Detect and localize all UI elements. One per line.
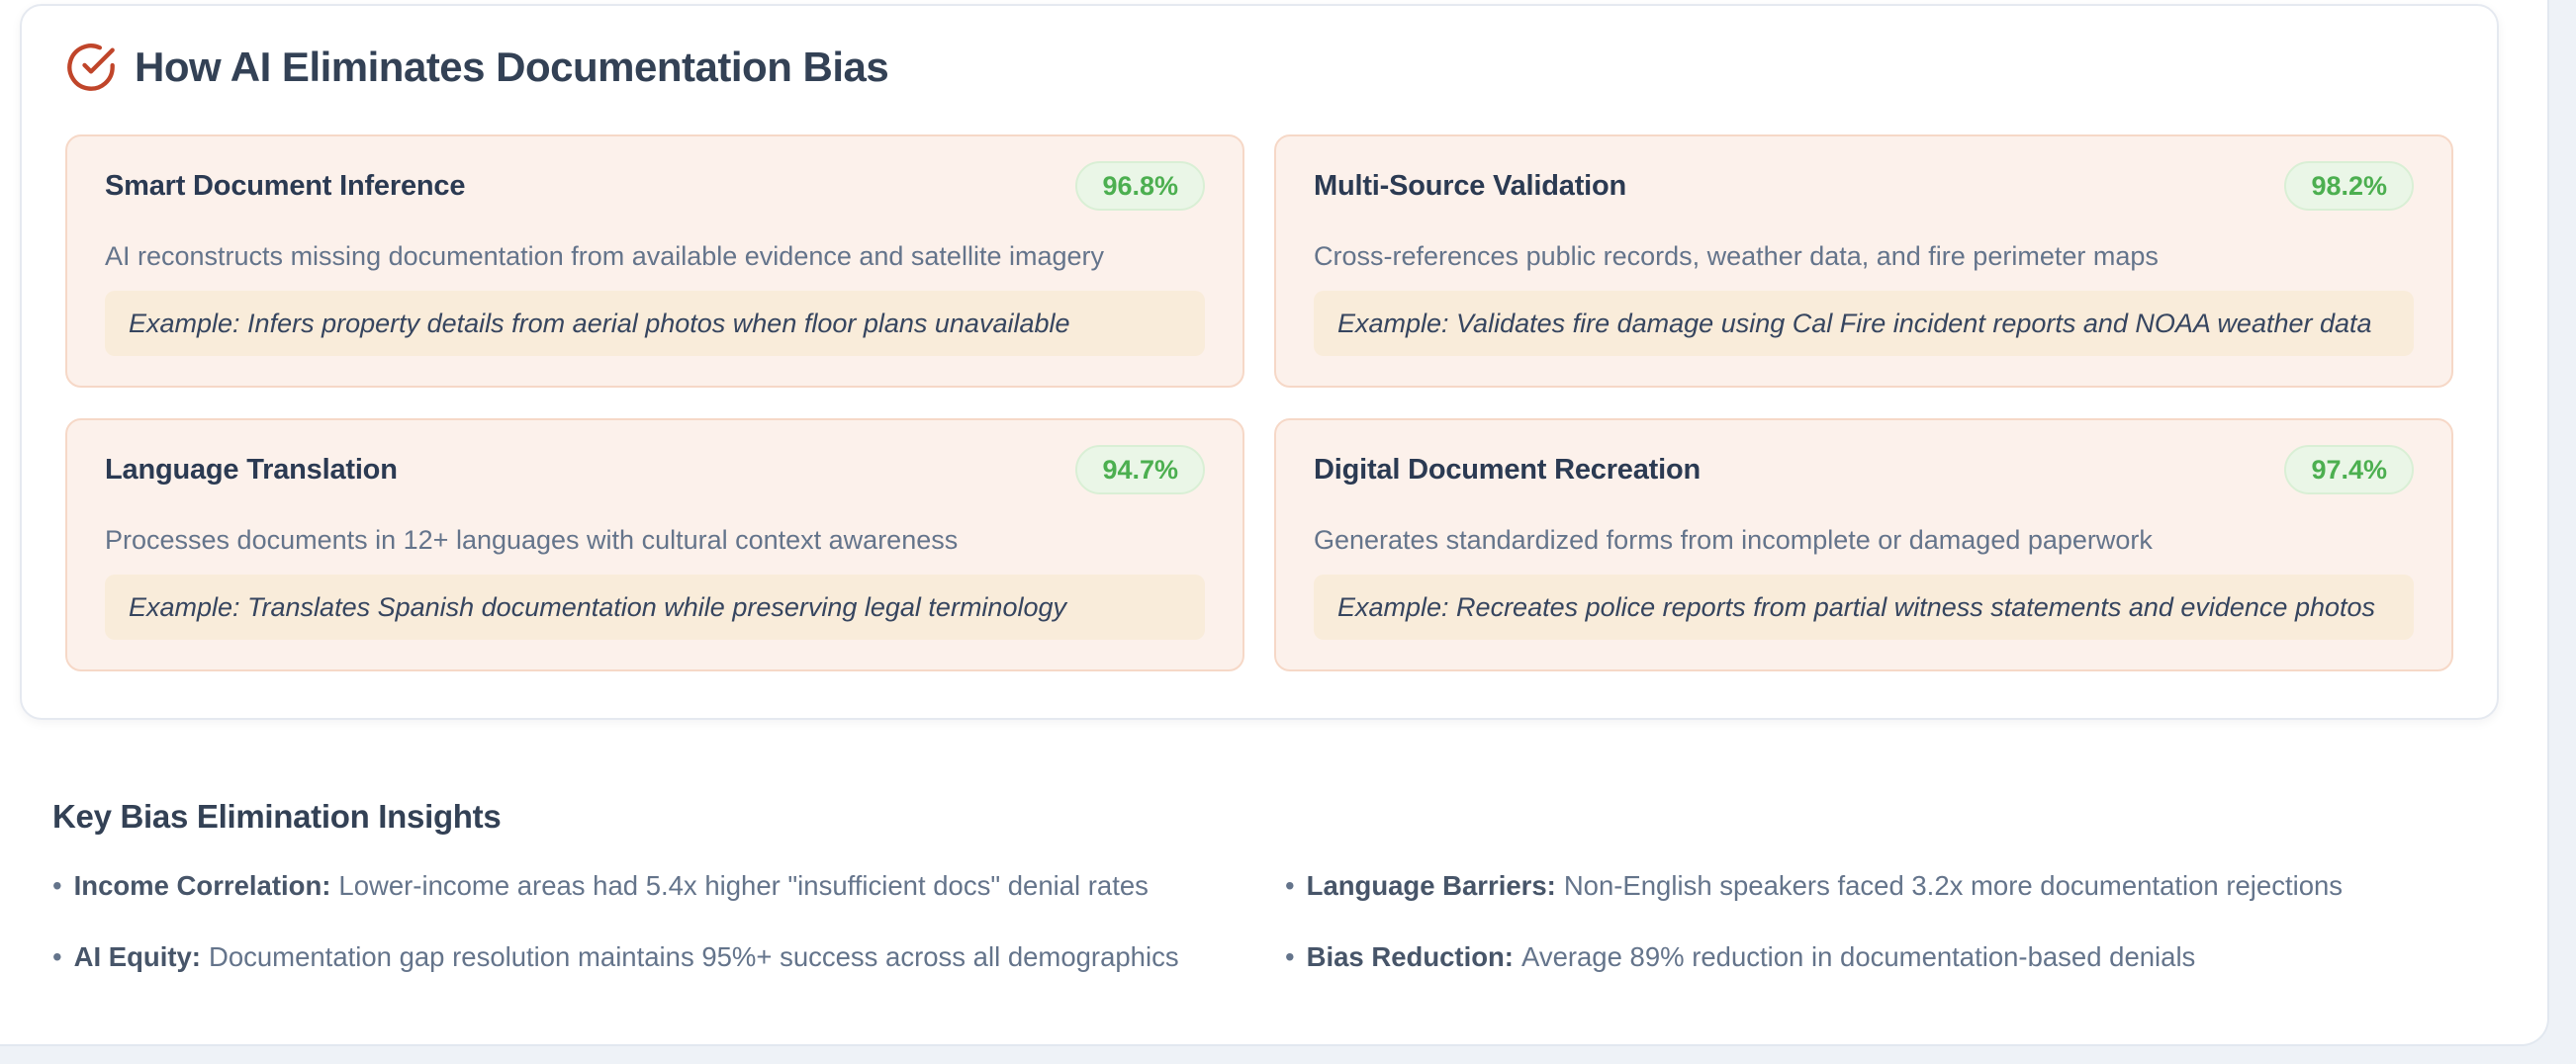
feature-title: Language Translation bbox=[105, 453, 398, 486]
feature-card-smart-document-inference: Smart Document Inference 96.8% AI recons… bbox=[65, 134, 1244, 388]
insight-label: Bias Reduction: bbox=[1306, 941, 1514, 972]
accuracy-badge: 96.8% bbox=[1075, 161, 1205, 211]
feature-card-multi-source-validation: Multi-Source Validation 98.2% Cross-refe… bbox=[1274, 134, 2453, 388]
insight-ai-equity: • AI Equity: Documentation gap resolution … bbox=[52, 939, 1255, 975]
accuracy-badge: 98.2% bbox=[2284, 161, 2414, 211]
bullet-icon: • bbox=[1285, 941, 1295, 972]
insight-text: Lower-income areas had 5.4x higher "insu… bbox=[338, 870, 1149, 901]
key-insights-section: Key Bias Elimination Insights • Income Co… bbox=[52, 797, 2488, 975]
feature-card-header: Language Translation 94.7% bbox=[105, 445, 1205, 494]
insight-text: Average 89% reduction in documentation-b… bbox=[1520, 941, 2196, 972]
section-title: How AI Eliminates Documentation Bias bbox=[135, 44, 889, 90]
insight-label: Income Correlation: bbox=[73, 870, 331, 901]
feature-example: Example: Recreates police reports from p… bbox=[1314, 575, 2414, 640]
feature-card-header: Smart Document Inference 96.8% bbox=[105, 161, 1205, 211]
feature-title: Digital Document Recreation bbox=[1314, 453, 1701, 486]
feature-title: Smart Document Inference bbox=[105, 169, 466, 202]
insight-bias-reduction: • Bias Reduction: Average 89% reduction in… bbox=[1285, 939, 2488, 975]
insights-heading: Key Bias Elimination Insights bbox=[52, 798, 502, 835]
bullet-icon: • bbox=[1285, 870, 1295, 901]
section-header: How AI Eliminates Documentation Bias bbox=[65, 40, 2453, 95]
feature-example: Example: Translates Spanish documentatio… bbox=[105, 575, 1205, 640]
accuracy-badge: 94.7% bbox=[1075, 445, 1205, 494]
feature-description: Generates standardized forms from incomp… bbox=[1314, 525, 2153, 555]
feature-example: Example: Validates fire damage using Cal… bbox=[1314, 291, 2414, 356]
feature-title: Multi-Source Validation bbox=[1314, 169, 1627, 202]
feature-example: Example: Infers property details from ae… bbox=[105, 291, 1205, 356]
feature-card-header: Multi-Source Validation 98.2% bbox=[1314, 161, 2414, 211]
insight-label: Language Barriers: bbox=[1306, 870, 1556, 901]
insight-text: Documentation gap resolution maintains 9… bbox=[208, 941, 1179, 972]
insights-grid: • Income Correlation: Lower-income areas h… bbox=[52, 868, 2488, 975]
feature-card-language-translation: Language Translation 94.7% Processes doc… bbox=[65, 418, 1244, 671]
feature-description: Processes documents in 12+ languages wit… bbox=[105, 525, 959, 555]
documentation-bias-section: How AI Eliminates Documentation Bias Sma… bbox=[20, 4, 2499, 720]
feature-card-header: Digital Document Recreation 97.4% bbox=[1314, 445, 2414, 494]
insight-text: Non-English speakers faced 3.2x more doc… bbox=[1563, 870, 2344, 901]
insight-language-barriers: • Language Barriers: Non-English speakers … bbox=[1285, 868, 2488, 904]
feature-description: Cross-references public records, weather… bbox=[1314, 241, 2159, 271]
bullet-icon: • bbox=[52, 870, 62, 901]
bullet-icon: • bbox=[52, 941, 62, 972]
feature-card-digital-document-recreation: Digital Document Recreation 97.4% Genera… bbox=[1274, 418, 2453, 671]
check-circle-icon bbox=[67, 44, 115, 91]
insight-income-correlation: • Income Correlation: Lower-income areas h… bbox=[52, 868, 1255, 904]
accuracy-badge: 97.4% bbox=[2284, 445, 2414, 494]
feature-grid: Smart Document Inference 96.8% AI recons… bbox=[65, 134, 2453, 671]
feature-description: AI reconstructs missing documentation fr… bbox=[105, 241, 1104, 271]
content-panel: How AI Eliminates Documentation Bias Sma… bbox=[0, 0, 2549, 1046]
insight-label: AI Equity: bbox=[73, 941, 201, 972]
